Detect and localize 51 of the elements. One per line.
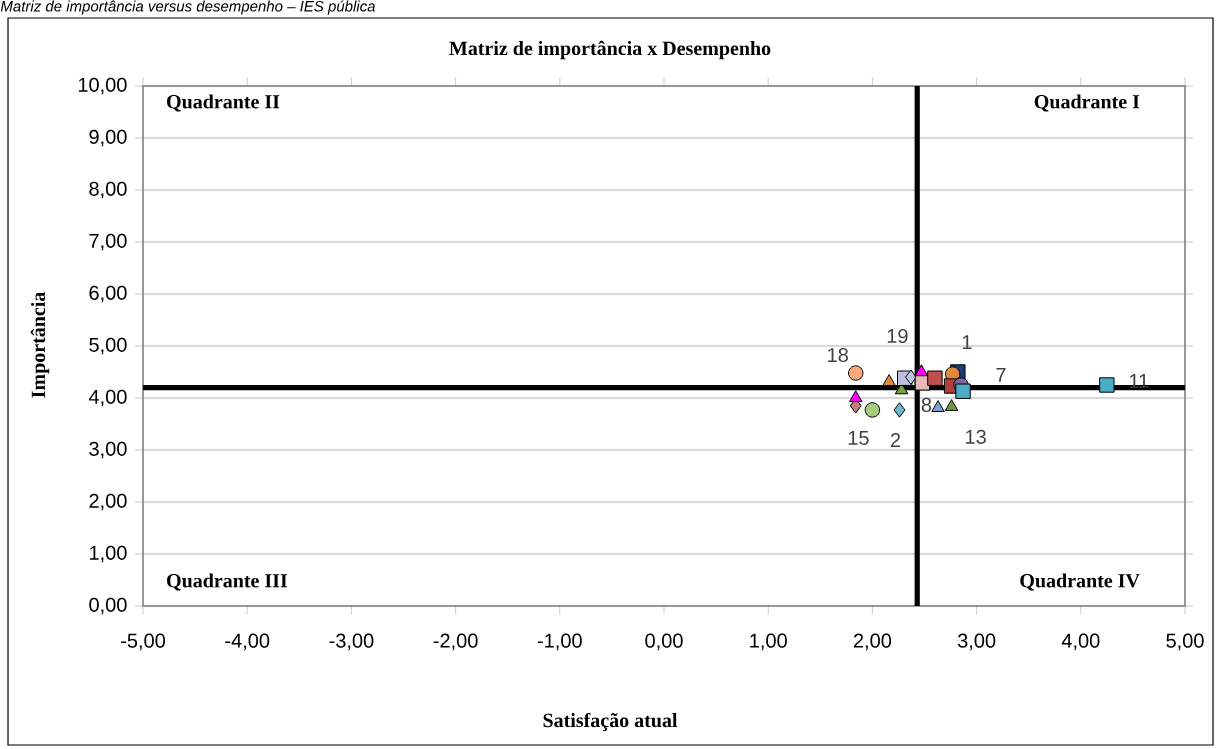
y-tick-label: 5,00 [89, 337, 127, 355]
point [931, 400, 945, 412]
text: Matriz de importância versus desempenho – IES pública [0, 0, 376, 15]
chart-title: Matriz de importância x Desempenho [449, 40, 771, 60]
point [864, 402, 881, 418]
annotation: Quadrante I [1034, 94, 1140, 112]
y-tick-label: 7,00 [89, 233, 127, 251]
point [955, 383, 971, 399]
point [927, 370, 943, 386]
x-tick-label: -5,00 [121, 633, 166, 651]
series-label: 1 [962, 335, 972, 350]
series-label: 15 [848, 430, 869, 445]
series-label: 13 [966, 429, 986, 444]
x-tick-label: -2,00 [433, 633, 478, 651]
annotation: Quadrante II [167, 94, 280, 112]
point [944, 399, 959, 411]
x-tick-label: 3,00 [957, 633, 996, 651]
point [1099, 377, 1115, 393]
series-label: 19 [887, 328, 908, 344]
y-tick-label: 3,00 [89, 441, 127, 459]
x-tick-label: 4,00 [1061, 633, 1100, 651]
y-tick-label: 6,00 [89, 285, 127, 303]
point [905, 369, 917, 385]
x-tick-label: 1,00 [750, 633, 787, 651]
x-tick-label: -1,00 [537, 633, 582, 651]
y-tick-label: 10,00 [78, 77, 127, 95]
x-tick-label: -3,00 [329, 633, 374, 651]
series-label: 2 [890, 432, 901, 447]
point [848, 365, 864, 381]
series-label: 18 [828, 347, 848, 363]
y-tick-label: 0,00 [89, 597, 127, 615]
point [914, 364, 929, 377]
x-tick-label: -4,00 [225, 633, 270, 651]
y-tick-label: 8,00 [89, 181, 127, 199]
y-tick-label: 2,00 [89, 493, 127, 511]
x-tick-label: 0,00 [645, 633, 683, 651]
y-tick-label: 9,00 [89, 129, 127, 147]
annotation: Quadrante III [167, 573, 288, 591]
point [848, 390, 863, 403]
series-label: 8 [921, 397, 932, 412]
point [893, 402, 906, 418]
x-axis-title: Satisfação atual [543, 712, 678, 732]
y-tick-label: 1,00 [90, 545, 127, 563]
y-axis-title: Importância [30, 291, 50, 398]
x-tick-label: 2,00 [853, 633, 892, 651]
series-label: 7 [996, 368, 1006, 382]
annotation: Quadrante IV [1020, 573, 1140, 591]
point [882, 374, 896, 386]
y-tick-label: 4,00 [88, 389, 127, 407]
x-tick-label: 5,00 [1166, 633, 1204, 651]
series-label: 11 [1130, 374, 1149, 388]
